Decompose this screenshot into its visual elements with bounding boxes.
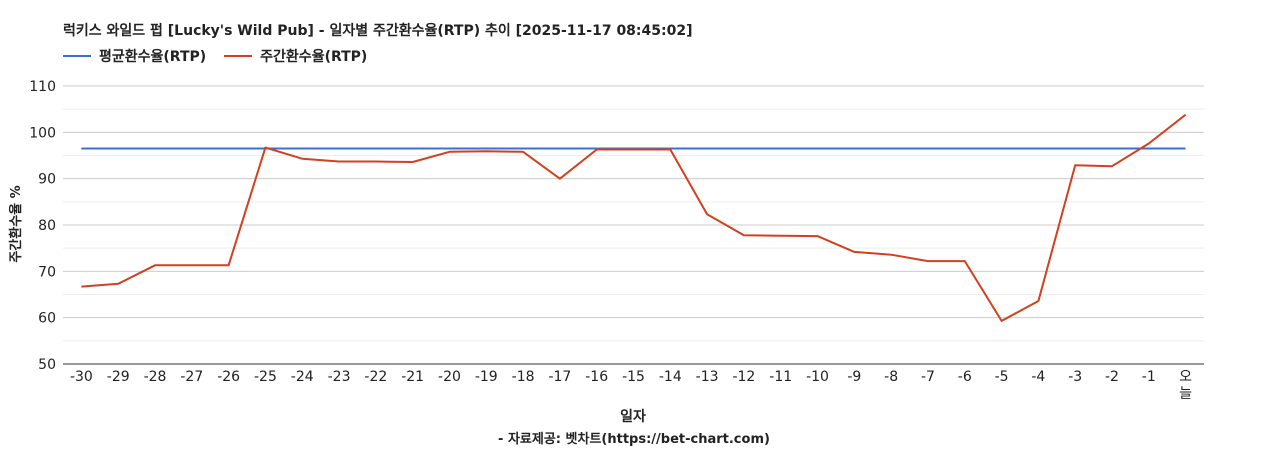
- y-axis-label: 주간환수율 %: [8, 185, 24, 262]
- x-tick-label: -23: [328, 369, 351, 385]
- chart-title: 럭키스 와일드 펍 [Lucky's Wild Pub] - 일자별 주간환수율…: [63, 23, 693, 39]
- x-tick-label: -14: [659, 369, 682, 385]
- x-tick-label: -27: [180, 369, 203, 385]
- x-tick-label: -2: [1105, 369, 1119, 385]
- x-tick-label: -12: [732, 369, 755, 385]
- x-tick-label: -3: [1068, 369, 1082, 385]
- legend-item-avg[interactable]: 평균환수율(RTP): [63, 46, 206, 66]
- legend-swatch-avg: [63, 55, 91, 57]
- x-tick-label: -17: [548, 369, 571, 385]
- y-tick-label: 50: [38, 357, 56, 373]
- x-tick-label: -11: [769, 369, 792, 385]
- x-tick-label: -25: [254, 369, 277, 385]
- legend-label-weekly: 주간환수율(RTP): [260, 49, 368, 65]
- y-tick-labels: 50 60 70 80 90 100 110: [29, 79, 56, 373]
- series-lines: [81, 113, 1187, 322]
- x-tick-label: -26: [217, 369, 240, 385]
- legend-item-weekly[interactable]: 주간환수율(RTP): [224, 46, 367, 66]
- x-tick-label: -16: [585, 369, 608, 385]
- y-tick-label: 100: [29, 125, 56, 141]
- x-tick-label: -1: [1142, 369, 1156, 385]
- y-tick-label: 80: [38, 218, 56, 234]
- x-tick-label: -24: [291, 369, 314, 385]
- x-tick-label: -28: [144, 369, 167, 385]
- x-tick-label: -9: [847, 369, 861, 385]
- x-tick-label: -18: [512, 369, 535, 385]
- x-tick-label: -8: [884, 369, 898, 385]
- x-axis-label: 일자: [620, 409, 646, 425]
- x-tick-label: -30: [70, 369, 93, 385]
- x-tick-label: -20: [438, 369, 461, 385]
- x-tick-label: -21: [401, 369, 424, 385]
- x-tick-label: -5: [995, 369, 1009, 385]
- x-tick-label: -13: [696, 369, 719, 385]
- x-tick-label: -10: [806, 369, 829, 385]
- x-tick-label: -22: [364, 369, 387, 385]
- x-tick-label: -29: [107, 369, 130, 385]
- x-tick-label: 오: [1179, 369, 1192, 385]
- y-tick-label: 70: [38, 264, 56, 280]
- weekly-rtp-line: [81, 113, 1187, 322]
- legend-label-avg: 평균환수율(RTP): [99, 49, 207, 65]
- y-tick-label: 110: [29, 79, 56, 95]
- legend-swatch-weekly: [224, 55, 253, 57]
- y-tick-label: 60: [38, 311, 56, 327]
- x-tick-label: -6: [958, 369, 972, 385]
- x-tick-label: -15: [622, 369, 645, 385]
- x-tick-label: -19: [475, 369, 498, 385]
- x-tick-label: 늘: [1179, 386, 1192, 402]
- x-tick-labels: -30 -29 -28 -27 -26 -25 -24 -23 -22 -21 -20 -19 -18-…: [70, 369, 1192, 402]
- y-tick-label: 90: [38, 172, 56, 188]
- x-tick-label: -4: [1031, 369, 1045, 385]
- x-tick-label: -7: [921, 369, 935, 385]
- data-source-footer: - 자료제공: 벳차트(https://bet-chart.com): [498, 432, 770, 447]
- chart-legend: 평균환수율(RTP) 주간환수율(RTP): [63, 46, 367, 66]
- grid-lines: [63, 85, 1204, 365]
